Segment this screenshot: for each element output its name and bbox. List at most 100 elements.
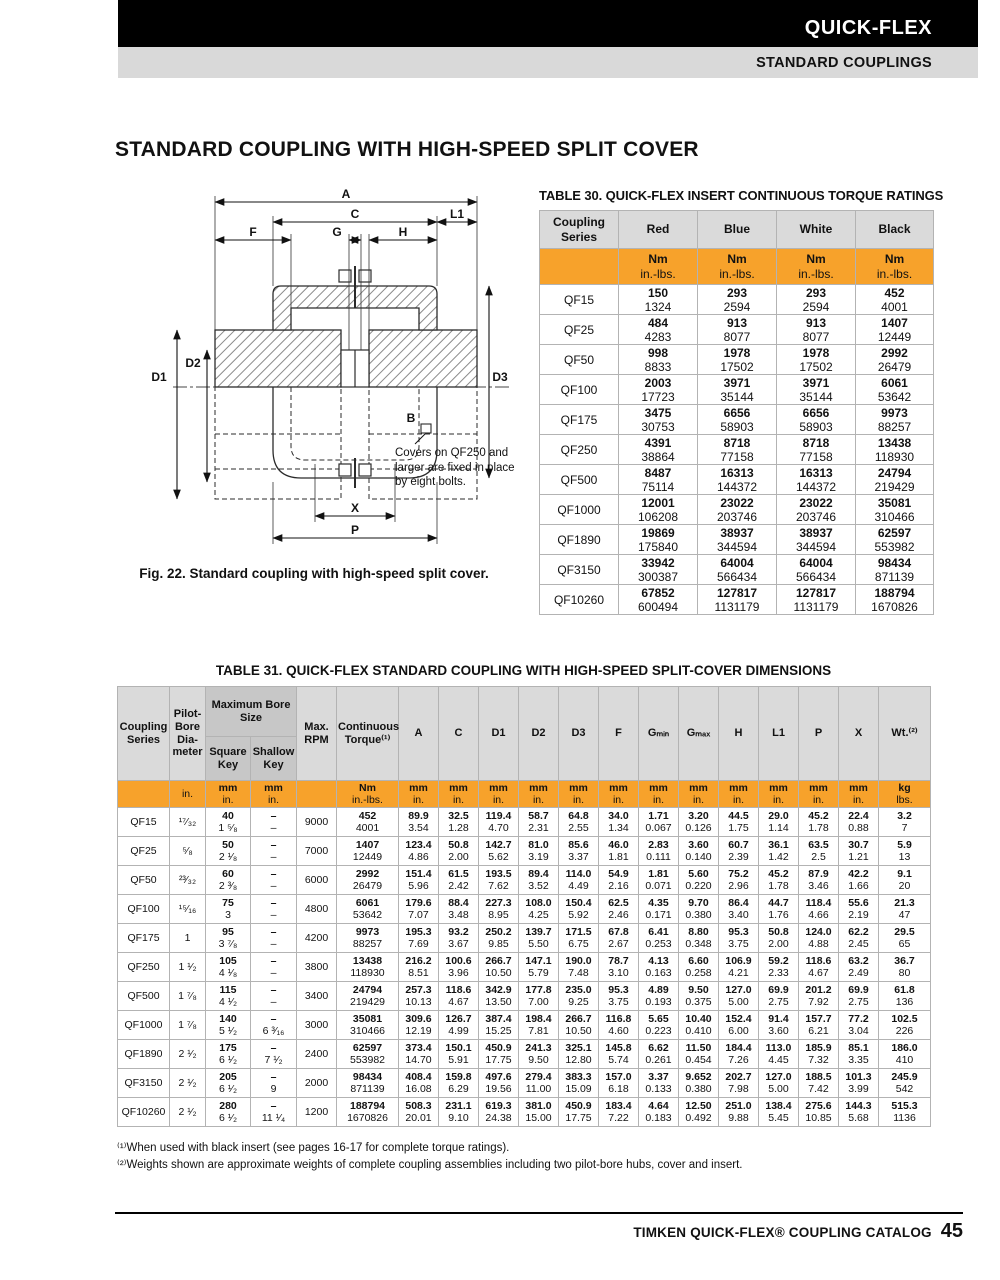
max-rpm-cell: 2000 [296, 1068, 338, 1098]
dim-label-d2: D2 [185, 356, 201, 370]
torque-value-cell: 6061 53642 [855, 374, 934, 405]
table-row: QF250 4391 38864 8718 77158 8718 77158 13438 118… [539, 434, 934, 465]
col-weight: Wt.⁽²⁾ [878, 686, 932, 781]
dim-label-p: P [351, 523, 359, 537]
coupling-series-cell: QF1890 [117, 1039, 170, 1069]
dimension-value-cell: 157.7 6.21 [798, 1010, 840, 1040]
dimension-value-cell: 89.4 3.52 [518, 865, 560, 895]
pilot-bore-cell: 1 [169, 923, 206, 953]
units-cell: mm in. [598, 780, 640, 808]
dimension-value-cell: 98434 871139 [336, 1068, 400, 1098]
dimension-value-cell: 55.6 2.19 [838, 894, 880, 924]
table-row: QF10260 2 ¹⁄₂ 280 6 ¹⁄₂ –11 ¹⁄₄ 1200 188794 167… [117, 1097, 932, 1127]
table-row: QF10260 67852 600494 127817 1131179 127817 113… [539, 584, 934, 615]
dimension-value-cell: 13438 118930 [336, 952, 400, 982]
table-row: QF500 8487 75114 16313 144372 16313 144372 2479… [539, 464, 934, 495]
torque-value-cell: 8487 75114 [618, 464, 698, 495]
dimension-value-cell: 45.2 1.78 [798, 807, 840, 837]
dimension-value-cell: 515.3 1136 [878, 1097, 932, 1127]
coupling-series-cell: QF1890 [539, 524, 619, 555]
torque-value-cell: 23022 203746 [776, 494, 856, 525]
dimension-value-cell: 201.2 7.92 [798, 981, 840, 1011]
pilot-bore-cell: ²³⁄₃₂ [169, 865, 206, 895]
dimension-value-cell: 450.9 17.75 [478, 1039, 520, 1069]
shallow-key-cell: –6 ³⁄₁₆ [249, 1010, 298, 1040]
page-number: 45 [940, 1220, 963, 1242]
units-cell: mm in. [518, 780, 560, 808]
dimension-value-cell: 1407 12449 [336, 836, 400, 866]
dimension-value-cell: 124.0 4.88 [798, 923, 840, 953]
dimension-value-cell: 9.1 20 [878, 865, 932, 895]
dimension-value-cell: 184.4 7.26 [718, 1039, 760, 1069]
shallow-key-cell: – – [249, 807, 298, 837]
dimension-value-cell: 63.2 2.49 [838, 952, 880, 982]
dimension-value-cell: 50.8 2.00 [438, 836, 480, 866]
pilot-bore-cell: 1 ⁷⁄₈ [169, 981, 206, 1011]
section-title: STANDARD COUPLINGS [756, 54, 932, 71]
dimension-value-cell: 450.9 17.75 [558, 1097, 600, 1127]
dimension-value-cell: 279.4 11.00 [518, 1068, 560, 1098]
dimension-value-cell: 4.13 0.163 [638, 952, 680, 982]
table-row: QF500 1 ⁷⁄₈ 115 4 ¹⁄₂ – –3400 24794 219429 257.3… [117, 981, 932, 1011]
torque-value-cell: 293 2594 [776, 284, 856, 315]
torque-value-cell: 38937 344594 [776, 524, 856, 555]
col-dim-a: A [398, 686, 440, 781]
dimension-value-cell: 186.0 410 [878, 1039, 932, 1069]
dimension-value-cell: 59.2 2.33 [758, 952, 800, 982]
dimension-value-cell: 6.62 0.261 [638, 1039, 680, 1069]
max-rpm-cell: 3400 [296, 981, 338, 1011]
torque-value-cell: 38937 344594 [697, 524, 777, 555]
dimension-value-cell: 6.41 0.253 [638, 923, 680, 953]
dimension-value-cell: 93.2 3.67 [438, 923, 480, 953]
torque-value-cell: 16313 144372 [776, 464, 856, 495]
square-key-cell: 95 3 ⁷⁄₈ [205, 923, 251, 953]
dim-label-f: F [249, 225, 256, 239]
dimension-value-cell: 6061 53642 [336, 894, 400, 924]
torque-value-cell: 8718 77158 [776, 434, 856, 465]
torque-value-cell: 6656 58903 [697, 404, 777, 435]
dimension-value-cell: 118.6 4.67 [798, 952, 840, 982]
torque-value-cell: 2992 26479 [855, 344, 934, 375]
col-pilot-bore: Pilot-Bore Dia-meter [169, 686, 206, 781]
dimension-value-cell: 36.1 1.42 [758, 836, 800, 866]
dimension-value-cell: 150.4 5.92 [558, 894, 600, 924]
dimension-value-cell: 5.65 0.223 [638, 1010, 680, 1040]
units-cell: mm in. [398, 780, 440, 808]
torque-value-cell: 8718 77158 [697, 434, 777, 465]
max-rpm-cell: 3000 [296, 1010, 338, 1040]
torque-value-cell: 188794 1670826 [855, 584, 934, 615]
table-row: QF1890 19869 175840 38937 344594 38937 344594 6… [539, 524, 934, 555]
dimension-value-cell: 29.5 65 [878, 923, 932, 953]
dimension-value-cell: 157.0 6.18 [598, 1068, 640, 1098]
torque-value-cell: 998 8833 [618, 344, 698, 375]
dimension-value-cell: 342.9 13.50 [478, 981, 520, 1011]
shallow-key-cell: – – [249, 981, 298, 1011]
square-key-cell: 50 2 ¹⁄₈ [205, 836, 251, 866]
dimension-value-cell: 113.0 4.45 [758, 1039, 800, 1069]
table-row: QF3150 2 ¹⁄₂ 205 6 ¹⁄₂ –9 2000 98434 871139 408.… [117, 1068, 932, 1098]
torque-value-cell: 62597 553982 [855, 524, 934, 555]
units-cell: kg lbs. [878, 780, 932, 808]
table-row: QF1000 12001 106208 23022 203746 23022 203746 3… [539, 494, 934, 525]
square-key-cell: 205 6 ¹⁄₂ [205, 1068, 251, 1098]
col-continuous-torque: Continuous Torque⁽¹⁾ [336, 686, 399, 781]
dim-label-d1: D1 [151, 370, 167, 384]
dimension-value-cell: 119.4 4.70 [478, 807, 520, 837]
units-cell: mm in. [838, 780, 880, 808]
col-max-rpm: Max. RPM [296, 686, 338, 781]
torque-value-cell: 64004 566434 [697, 554, 777, 585]
pilot-bore-cell: ⁵⁄₈ [169, 836, 206, 866]
dimension-value-cell: 257.3 10.13 [398, 981, 440, 1011]
torque-value-cell: 452 4001 [855, 284, 934, 315]
coupling-series-cell: QF10260 [539, 584, 619, 615]
max-rpm-cell: 9000 [296, 807, 338, 837]
dimension-value-cell: 250.2 9.85 [478, 923, 520, 953]
dimension-value-cell: 9.50 0.375 [678, 981, 720, 1011]
dimension-value-cell: 452 4001 [336, 807, 400, 837]
square-key-cell: 105 4 ¹⁄₈ [205, 952, 251, 982]
figure-caption: Fig. 22. Standard coupling with high-spe… [139, 566, 489, 581]
table-row: QF50 998 8833 1978 17502 1978 17502 2992 26479 [539, 344, 934, 375]
max-rpm-cell: 6000 [296, 865, 338, 895]
dim-label-l1: L1 [450, 207, 464, 221]
dimension-value-cell: 50.8 2.00 [758, 923, 800, 953]
